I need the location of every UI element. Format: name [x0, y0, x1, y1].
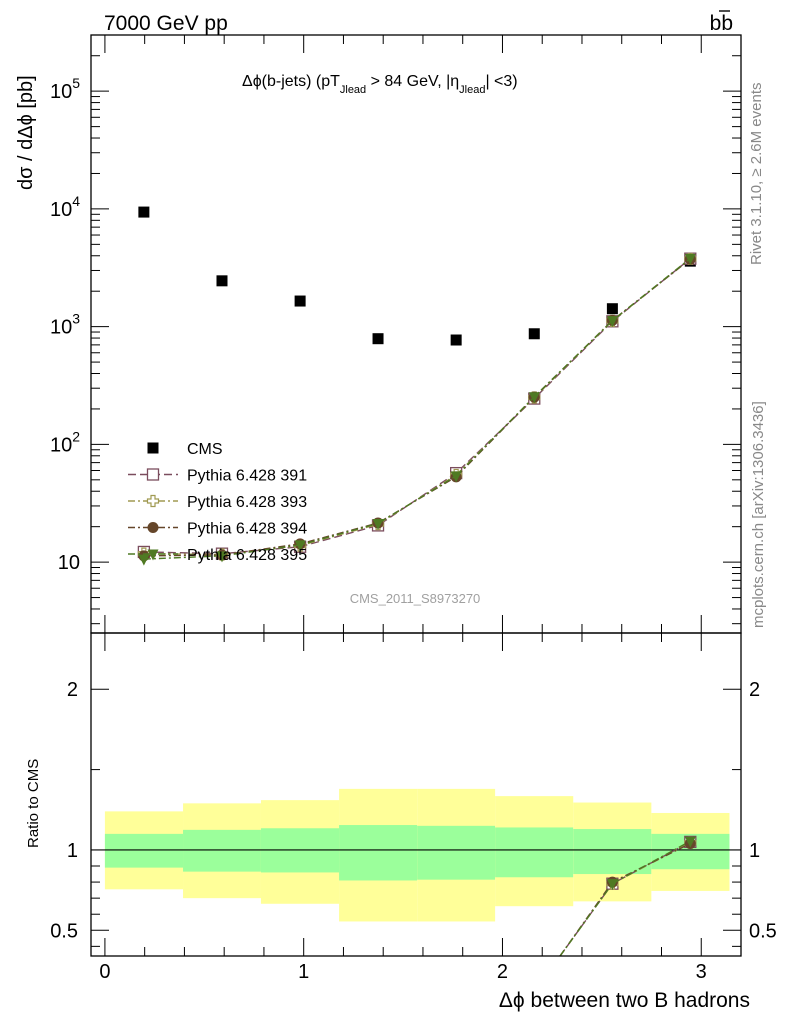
- legend-label: Pythia 6.428 394: [187, 521, 307, 538]
- main-panel: 10 102 103 104 105 Δϕ(b-jets) (pTJlead > 84 …: [15, 34, 742, 634]
- legend-marker: [147, 442, 159, 454]
- legend-marker: [146, 494, 160, 508]
- ratio-band-inner: [495, 827, 574, 878]
- ratio-point-series-3: [606, 879, 618, 891]
- ratio-ytick-label-right: 0.5: [749, 920, 777, 942]
- legend-label: Pythia 6.428 391: [187, 468, 307, 485]
- data-point-series-4: [216, 551, 228, 563]
- ratio-xtick-label: 1: [298, 961, 309, 983]
- main-ytick-label: 104: [50, 193, 80, 221]
- ratio-ytick-label-left: 0.5: [50, 920, 78, 942]
- process-b: b: [710, 12, 722, 35]
- ratio-panel: 0 1 2 3 0.5 0.5 1 1 2 2 Ratio to CMS Δϕ between t…: [25, 632, 777, 1012]
- rivet-label: Rivet 3.1.10, ≥ 2.6M events: [748, 83, 765, 266]
- ratio-band-inner: [339, 825, 418, 881]
- data-point-series-4: [528, 392, 540, 404]
- main-ytick-label: 102: [50, 428, 80, 456]
- main-ylabel: dσ / dΔϕ [pb]: [15, 75, 37, 190]
- watermark: CMS_2011_S8973270: [350, 591, 481, 606]
- data-point-series-0: [216, 275, 228, 287]
- ratio-band-inner: [183, 829, 261, 872]
- mcplots-label: mcplots.cern.ch [arXiv:1306.3436]: [750, 401, 767, 628]
- series-line-4: [143, 257, 691, 560]
- data-point-series-0: [372, 333, 384, 345]
- data-point-series-0: [606, 303, 618, 315]
- main-frame: [90, 34, 742, 634]
- collision-label: 7000 GeV pp: [104, 12, 228, 35]
- main-data-layer: [137, 206, 697, 566]
- data-point-series-0: [138, 206, 150, 218]
- legend-label: Pythia 6.428 393: [187, 494, 307, 511]
- data-point-series-4: [294, 540, 306, 552]
- process-label: bb: [710, 12, 733, 35]
- ratio-frame: [90, 632, 742, 957]
- legend-label: CMS: [187, 441, 223, 458]
- ratio-axes: 0 1 2 3 0.5 0.5 1 1 2 2: [50, 633, 777, 983]
- legend-marker: [147, 522, 159, 533]
- data-point-series-4: [450, 471, 462, 483]
- ratio-ytick-label-right: 1: [749, 840, 760, 862]
- legend: CMS Pythia 6.428 391 Pythia 6.428 393 Pythi…: [128, 441, 307, 564]
- main-title: Δϕ(b-jets) (pTJlead > 84 GeV, |ηJlead| <…: [242, 73, 518, 96]
- data-point-series-0: [294, 295, 306, 307]
- data-point-series-0: [450, 334, 462, 346]
- ratio-band-inner: [104, 833, 184, 868]
- ratio-xlabel: Δϕ between two B hadrons: [499, 989, 750, 1012]
- ratio-xtick-label: 0: [99, 961, 110, 983]
- ratio-ylabel: Ratio to CMS: [25, 759, 42, 848]
- data-point-series-4: [684, 253, 696, 265]
- ratio-xtick-label: 2: [497, 961, 508, 983]
- data-point-series-4: [138, 554, 150, 566]
- main-ytick-label: 10: [58, 552, 80, 574]
- ratio-data-layer: [91, 788, 741, 957]
- legend-label: Pythia 6.428 395: [187, 547, 307, 564]
- main-ytick-label: 103: [50, 311, 80, 339]
- data-point-series-4: [606, 316, 618, 328]
- ratio-ytick-label-left: 2: [67, 679, 78, 701]
- ratio-point-series-3: [684, 836, 696, 848]
- main-axes: 10 102 103 104 105: [50, 34, 741, 633]
- data-point-series-0: [528, 328, 540, 340]
- ratio-band-inner: [573, 829, 652, 875]
- ratio-ytick-label-right: 2: [749, 679, 760, 701]
- ratio-ytick-label-left: 1: [67, 840, 78, 862]
- main-ytick-label: 105: [50, 75, 80, 103]
- ratio-band-inner: [417, 825, 496, 880]
- process-bbar: b: [721, 12, 733, 35]
- legend-marker: [146, 468, 160, 481]
- ratio-xtick-label: 3: [696, 961, 707, 983]
- legend-marker: [147, 549, 159, 561]
- data-point-series-4: [372, 518, 384, 530]
